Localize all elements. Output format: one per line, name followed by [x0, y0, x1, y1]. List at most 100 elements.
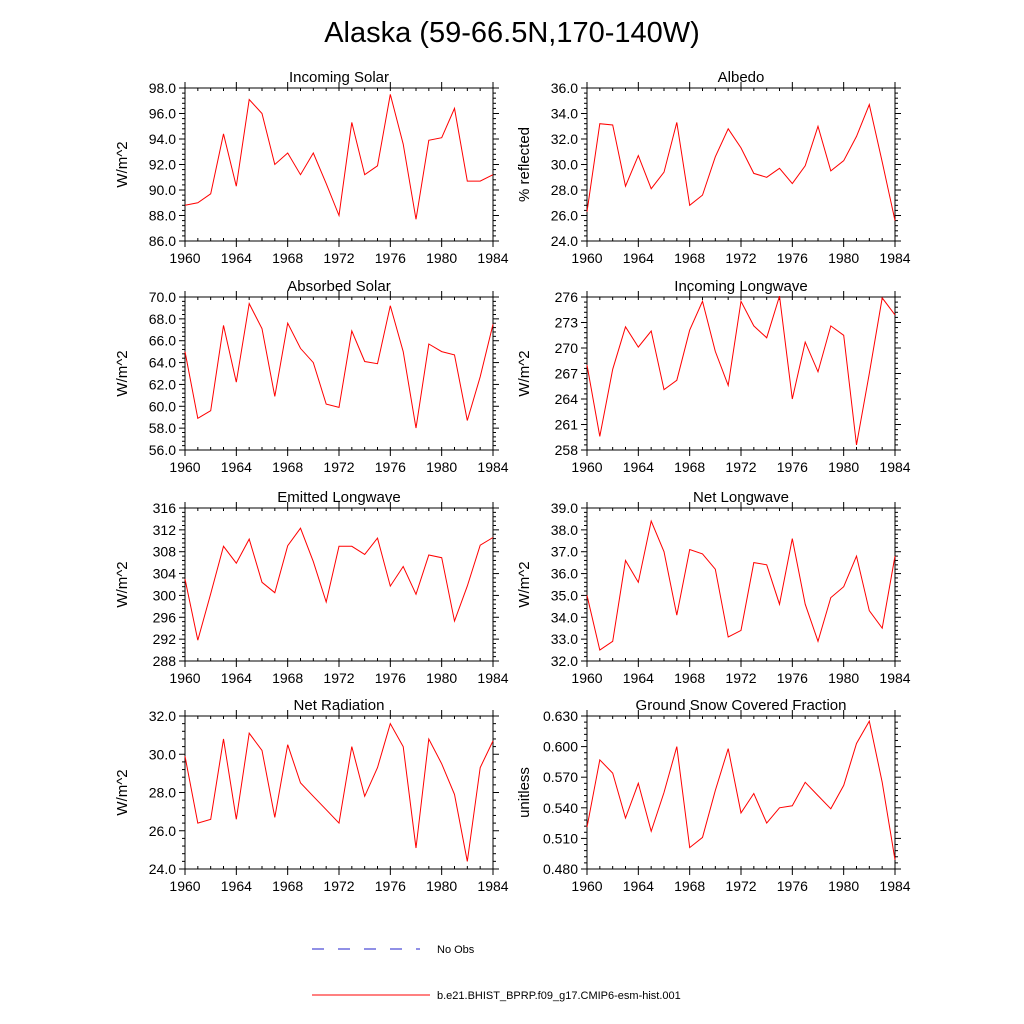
y-tick-label: 94.0	[149, 131, 176, 147]
series-line-model	[184, 302, 494, 429]
y-tick-label: 86.0	[149, 233, 176, 249]
panel-title: Absorbed Solar	[287, 278, 390, 295]
y-tick-label: 90.0	[149, 182, 176, 198]
y-axis-label: W/m^2	[516, 350, 533, 396]
x-tick-label: 1972	[323, 459, 354, 475]
x-tick-label: 1984	[879, 250, 910, 266]
plot-frame	[184, 715, 494, 870]
y-tick-label: 30.0	[149, 746, 176, 762]
y-tick-label: 58.0	[149, 420, 176, 436]
y-tick-label: 300	[153, 587, 177, 603]
y-tick-label: 36.0	[551, 80, 578, 96]
x-tick-label: 1968	[272, 670, 303, 686]
panel-title: Net Radiation	[294, 697, 385, 714]
x-tick-label: 1976	[777, 670, 808, 686]
x-tick-label: 1980	[828, 878, 859, 894]
y-tick-label: 296	[153, 609, 177, 625]
x-tick-label: 1968	[674, 250, 705, 266]
plot-frame	[586, 507, 896, 662]
series-line-model	[586, 719, 896, 860]
x-tick-label: 1984	[879, 459, 910, 475]
y-tick-label: 33.0	[551, 631, 578, 647]
legend: No Obs b.e21.BHIST_BPRP.f09_g17.CMIP6-es…	[312, 944, 681, 1002]
y-axis-label: W/m^2	[114, 350, 131, 396]
x-tick-label: 1964	[623, 250, 654, 266]
y-tick-label: 0.600	[543, 739, 578, 755]
x-tick-label: 1972	[725, 250, 756, 266]
y-tick-label: 88.0	[149, 208, 176, 224]
x-tick-label: 1968	[272, 459, 303, 475]
y-tick-label: 261	[555, 417, 579, 433]
x-tick-label: 1960	[169, 670, 200, 686]
y-tick-label: 28.0	[551, 182, 578, 198]
plot-frame	[586, 87, 896, 242]
y-tick-label: 62.0	[149, 376, 176, 392]
series-line-model	[184, 94, 494, 220]
x-tick-label: 1968	[272, 250, 303, 266]
x-tick-label: 1964	[623, 459, 654, 475]
x-tick-label: 1968	[674, 878, 705, 894]
x-tick-label: 1980	[426, 670, 457, 686]
x-tick-label: 1960	[571, 250, 602, 266]
y-tick-label: 308	[153, 544, 177, 560]
plot-frame	[586, 296, 896, 451]
series-line-model	[184, 722, 494, 862]
y-tick-label: 312	[153, 522, 177, 538]
panel-6: Net Radiation W/m^2 1960 1964 1968 1972 1976 19…	[114, 697, 509, 894]
y-tick-label: 258	[555, 442, 579, 458]
y-tick-label: 0.630	[543, 708, 578, 724]
y-tick-label: 0.510	[543, 830, 578, 846]
panel-0: Incoming Solar W/m^2 1960 1964 1968 1972 1976 1…	[114, 69, 509, 266]
y-tick-label: 0.570	[543, 769, 578, 785]
y-tick-label: 24.0	[149, 861, 176, 877]
x-tick-label: 1964	[623, 670, 654, 686]
y-tick-label: 28.0	[149, 785, 176, 801]
y-tick-label: 26.0	[149, 823, 176, 839]
x-tick-label: 1972	[323, 878, 354, 894]
series-line-model	[586, 519, 896, 651]
x-tick-label: 1964	[221, 670, 252, 686]
y-tick-label: 34.0	[551, 609, 578, 625]
panel-4: Emitted Longwave W/m^2 1960 1964 1968 1972 197…	[114, 489, 509, 686]
y-tick-label: 264	[555, 391, 579, 407]
x-tick-label: 1976	[777, 459, 808, 475]
y-tick-label: 98.0	[149, 80, 176, 96]
x-tick-label: 1960	[571, 878, 602, 894]
y-tick-label: 304	[153, 566, 177, 582]
panel-title: Incoming Longwave	[674, 278, 807, 295]
y-tick-label: 35.0	[551, 587, 578, 603]
panel-title: Net Longwave	[693, 489, 789, 506]
y-axis-label: W/m^2	[516, 561, 533, 607]
series-line-model	[586, 102, 896, 221]
y-tick-label: 56.0	[149, 442, 176, 458]
y-tick-label: 60.0	[149, 398, 176, 414]
panel-title: Albedo	[718, 69, 765, 86]
y-tick-label: 92.0	[149, 157, 176, 173]
y-tick-label: 32.0	[551, 131, 578, 147]
x-tick-label: 1968	[272, 878, 303, 894]
x-tick-label: 1984	[477, 670, 508, 686]
y-tick-label: 68.0	[149, 311, 176, 327]
plot-frame	[184, 296, 494, 451]
y-tick-label: 66.0	[149, 333, 176, 349]
y-tick-label: 24.0	[551, 233, 578, 249]
x-tick-label: 1964	[221, 250, 252, 266]
x-tick-label: 1976	[375, 250, 406, 266]
y-tick-label: 70.0	[149, 289, 176, 305]
panel-2: Absorbed Solar W/m^2 1960 1964 1968 1972 1976 1…	[114, 278, 509, 475]
x-tick-label: 1964	[221, 878, 252, 894]
x-tick-label: 1984	[879, 878, 910, 894]
y-tick-label: 273	[555, 315, 579, 331]
x-tick-label: 1972	[725, 878, 756, 894]
panel-title: Ground Snow Covered Fraction	[636, 697, 847, 714]
y-axis-label: W/m^2	[114, 769, 131, 815]
x-tick-label: 1976	[375, 878, 406, 894]
y-axis-label: unitless	[516, 767, 533, 818]
y-tick-label: 316	[153, 500, 177, 516]
x-tick-label: 1972	[725, 459, 756, 475]
x-tick-label: 1976	[375, 670, 406, 686]
y-tick-label: 32.0	[551, 653, 578, 669]
x-tick-label: 1984	[477, 250, 508, 266]
figure-title: Alaska (59-66.5N,170-140W)	[324, 17, 700, 49]
